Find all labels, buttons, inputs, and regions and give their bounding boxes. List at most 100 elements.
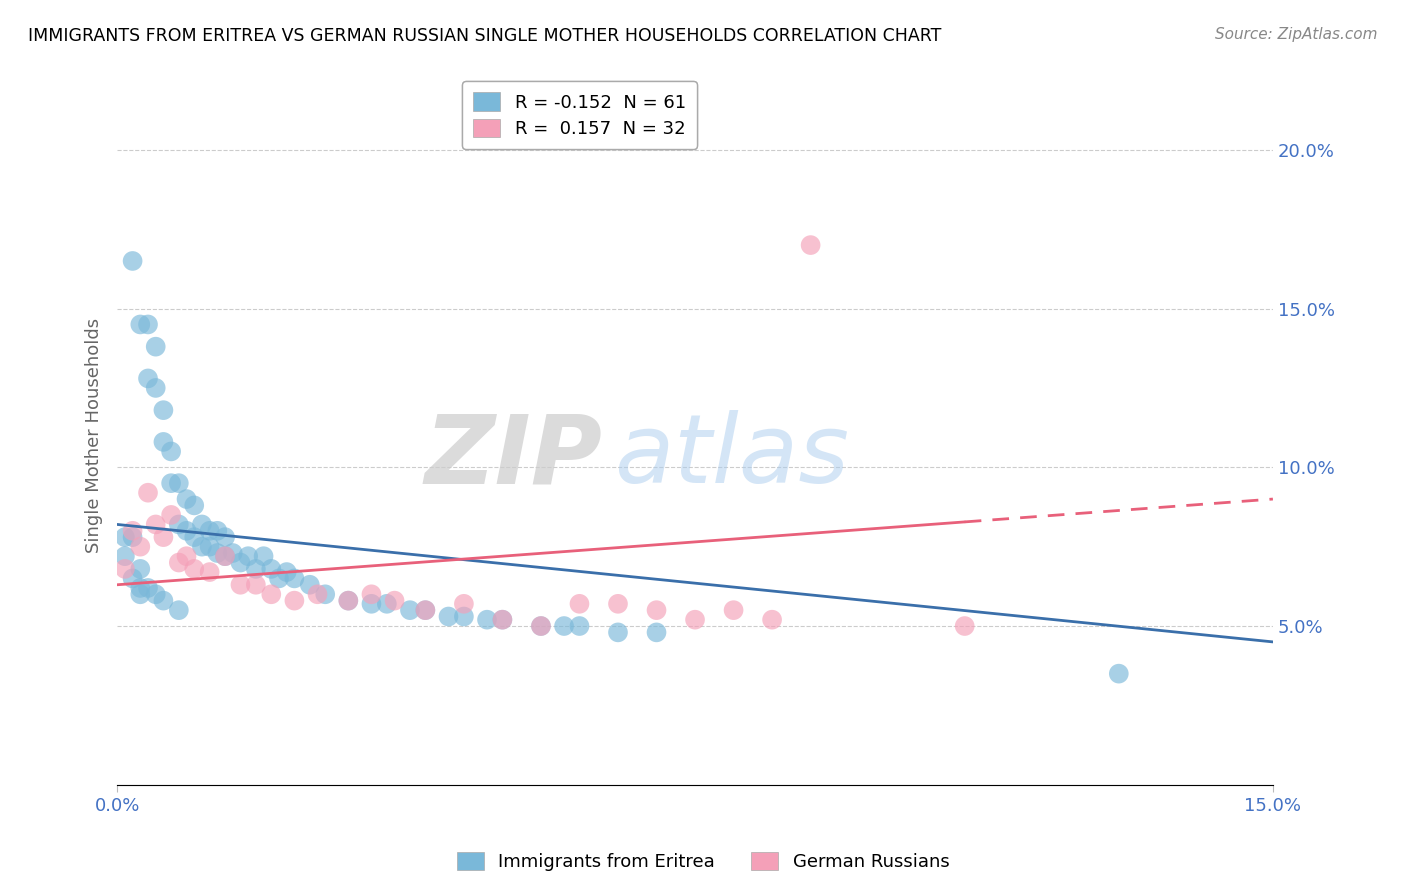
Legend: R = -0.152  N = 61, R =  0.157  N = 32: R = -0.152 N = 61, R = 0.157 N = 32	[463, 81, 696, 149]
Point	[145, 587, 167, 601]
Point	[453, 609, 475, 624]
Point	[723, 603, 745, 617]
Point	[437, 609, 460, 624]
Point	[283, 571, 305, 585]
Point	[136, 371, 159, 385]
Point	[129, 540, 152, 554]
Point	[160, 508, 183, 522]
Point	[121, 524, 143, 538]
Point	[152, 434, 174, 449]
Point	[121, 571, 143, 585]
Point	[167, 517, 190, 532]
Point	[136, 485, 159, 500]
Point	[360, 597, 382, 611]
Point	[298, 578, 321, 592]
Point	[198, 524, 221, 538]
Point	[167, 603, 190, 617]
Point	[121, 254, 143, 268]
Point	[415, 603, 437, 617]
Point	[683, 613, 706, 627]
Point	[207, 524, 229, 538]
Point	[183, 562, 205, 576]
Point	[198, 565, 221, 579]
Point	[375, 597, 398, 611]
Point	[530, 619, 553, 633]
Point	[129, 318, 152, 332]
Point	[183, 530, 205, 544]
Point	[152, 530, 174, 544]
Point	[761, 613, 783, 627]
Point	[553, 619, 575, 633]
Point	[145, 381, 167, 395]
Point	[314, 587, 336, 601]
Point	[152, 403, 174, 417]
Point	[384, 593, 406, 607]
Point	[283, 593, 305, 607]
Point	[1108, 666, 1130, 681]
Point	[114, 562, 136, 576]
Point	[267, 571, 290, 585]
Point	[167, 476, 190, 491]
Text: Source: ZipAtlas.com: Source: ZipAtlas.com	[1215, 27, 1378, 42]
Point	[114, 549, 136, 564]
Point	[252, 549, 274, 564]
Point	[607, 597, 630, 611]
Point	[568, 597, 591, 611]
Point	[152, 593, 174, 607]
Text: IMMIGRANTS FROM ERITREA VS GERMAN RUSSIAN SINGLE MOTHER HOUSEHOLDS CORRELATION C: IMMIGRANTS FROM ERITREA VS GERMAN RUSSIA…	[28, 27, 942, 45]
Text: atlas: atlas	[614, 410, 849, 503]
Point	[214, 549, 236, 564]
Point	[176, 549, 198, 564]
Point	[207, 546, 229, 560]
Point	[183, 499, 205, 513]
Point	[121, 530, 143, 544]
Point	[136, 318, 159, 332]
Point	[191, 540, 214, 554]
Point	[222, 546, 245, 560]
Point	[337, 593, 360, 607]
Point	[136, 581, 159, 595]
Y-axis label: Single Mother Households: Single Mother Households	[86, 318, 103, 553]
Point	[167, 556, 190, 570]
Point	[160, 444, 183, 458]
Point	[260, 562, 283, 576]
Point	[176, 491, 198, 506]
Point	[160, 476, 183, 491]
Point	[229, 578, 252, 592]
Point	[260, 587, 283, 601]
Point	[191, 517, 214, 532]
Point	[645, 625, 668, 640]
Point	[214, 549, 236, 564]
Point	[530, 619, 553, 633]
Point	[176, 524, 198, 538]
Point	[415, 603, 437, 617]
Point	[475, 613, 498, 627]
Point	[145, 517, 167, 532]
Point	[360, 587, 382, 601]
Point	[491, 613, 513, 627]
Point	[568, 619, 591, 633]
Point	[229, 556, 252, 570]
Point	[399, 603, 422, 617]
Point	[145, 340, 167, 354]
Point	[245, 578, 267, 592]
Text: ZIP: ZIP	[425, 410, 603, 503]
Point	[337, 593, 360, 607]
Point	[307, 587, 329, 601]
Point	[607, 625, 630, 640]
Point	[129, 581, 152, 595]
Point	[276, 565, 298, 579]
Point	[953, 619, 976, 633]
Point	[453, 597, 475, 611]
Point	[198, 540, 221, 554]
Point	[114, 530, 136, 544]
Point	[800, 238, 823, 252]
Point	[645, 603, 668, 617]
Point	[129, 587, 152, 601]
Point	[238, 549, 260, 564]
Legend: Immigrants from Eritrea, German Russians: Immigrants from Eritrea, German Russians	[450, 845, 956, 879]
Point	[129, 562, 152, 576]
Point	[245, 562, 267, 576]
Point	[214, 530, 236, 544]
Point	[491, 613, 513, 627]
